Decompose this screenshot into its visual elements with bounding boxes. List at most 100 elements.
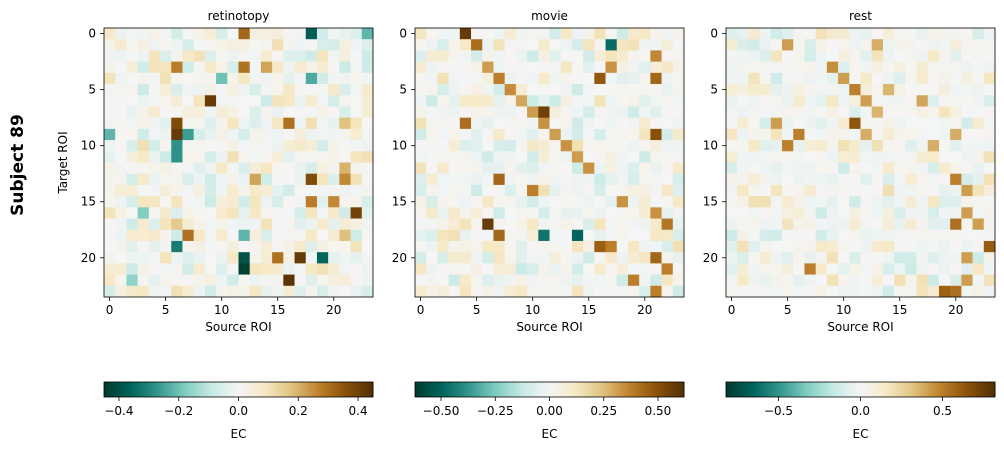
colorbar-segment (594, 382, 597, 397)
heatmap-cell (549, 128, 562, 141)
heatmap-cell (350, 263, 363, 275)
heatmap-cell (104, 207, 116, 219)
heatmap-cell (938, 84, 951, 96)
heatmap-cell (672, 173, 685, 186)
heatmap-cell (193, 39, 206, 51)
heatmap-cell (583, 229, 595, 242)
heatmap-cell (426, 252, 438, 264)
heatmap-cell (437, 128, 449, 141)
heatmap-cell (594, 229, 606, 242)
heatmap-cell (726, 95, 738, 107)
heatmap-cell (126, 285, 138, 298)
heatmap-cell (448, 151, 461, 163)
heatmap-cell (571, 72, 584, 85)
colorbar-segment (269, 382, 273, 397)
heatmap-cell (815, 218, 828, 231)
heatmap-cell (459, 218, 472, 231)
heatmap-cell (482, 106, 494, 119)
heatmap-cell (415, 162, 427, 175)
colorbar-segment (945, 382, 949, 397)
heatmap-cell (905, 240, 917, 253)
heatmap-cell (583, 263, 595, 275)
heatmap-cell (650, 140, 662, 152)
heatmap-cell (983, 184, 996, 197)
colorbar-segment (238, 382, 242, 397)
heatmap-cell (860, 252, 873, 264)
x-tick-label: 5 (473, 303, 481, 317)
colorbar-segment (251, 382, 255, 397)
colorbar-segment (533, 382, 537, 397)
heatmap-cell (182, 128, 195, 141)
heatmap-cell (882, 207, 895, 219)
heatmap-cell (916, 128, 929, 141)
heatmap-cell (639, 72, 651, 85)
heatmap-cell (104, 240, 116, 253)
heatmap-cell (426, 84, 438, 96)
heatmap-cell (350, 50, 363, 62)
heatmap-cell (527, 39, 539, 51)
heatmap-cell (838, 61, 850, 74)
heatmap-cell (639, 106, 651, 119)
heatmap-cell (515, 173, 528, 186)
heatmap-cell (482, 84, 494, 96)
heatmap-cell (972, 72, 985, 85)
heatmap-cell (759, 240, 772, 253)
heatmap-cell (482, 218, 494, 231)
heatmap-cell (294, 106, 307, 119)
heatmap-cell (137, 263, 150, 275)
heatmap-cell (328, 274, 340, 287)
heatmap-cell (894, 162, 906, 175)
heatmap-cell (448, 240, 461, 253)
heatmap-cell (361, 207, 374, 219)
heatmap-cell (782, 173, 794, 186)
colorbar-segment (256, 382, 260, 397)
heatmap-cell (961, 106, 973, 119)
heatmap-cell (759, 50, 772, 62)
heatmap-cell (328, 72, 340, 85)
heatmap-cell (171, 173, 183, 186)
colorbar-segment (524, 382, 528, 397)
heatmap-cell (305, 274, 318, 287)
heatmap-cell (238, 274, 251, 287)
heatmap-cell (350, 95, 363, 107)
heatmap-cell (160, 218, 172, 231)
heatmap-cell (260, 39, 273, 51)
heatmap-cell (249, 274, 262, 287)
heatmap-cell (627, 252, 640, 264)
heatmap-cell (182, 95, 195, 107)
heatmap-cell (815, 128, 828, 141)
colorbar-segment (421, 382, 425, 397)
colorbar-segment (627, 382, 631, 397)
heatmap-cell (272, 72, 284, 85)
heatmap-cell (272, 207, 284, 219)
colorbar-segment (562, 382, 566, 397)
heatmap-cell (515, 274, 528, 287)
heatmap-cell (471, 61, 483, 74)
heatmap-cell (770, 162, 783, 175)
x-tick-label: 15 (270, 303, 285, 317)
heatmap-cell (916, 50, 929, 62)
heatmap-cell (782, 128, 794, 141)
colorbar-segment (323, 382, 327, 397)
heatmap-cell (227, 285, 239, 298)
colorbar-segment (242, 382, 246, 397)
heatmap-cell (927, 162, 940, 175)
heatmap-cell (961, 240, 973, 253)
heatmap-cell (826, 218, 839, 231)
colorbar-segment (831, 382, 834, 397)
heatmap-cell (748, 285, 760, 298)
heatmap-cell (983, 274, 996, 287)
heatmap-cell (339, 240, 351, 253)
colorbar-segment (882, 382, 886, 397)
heatmap-cell (583, 84, 595, 96)
heatmap-cell (639, 61, 651, 74)
heatmap-cell (770, 196, 783, 208)
heatmap-cell (849, 162, 861, 175)
heatmap-cell (272, 61, 284, 74)
heatmap-cell (594, 196, 606, 208)
heatmap-cell (927, 95, 940, 107)
heatmap-cell (594, 61, 606, 74)
colorbar-segment (227, 382, 230, 397)
colorbar-segment (171, 382, 174, 397)
heatmap-cell (838, 162, 850, 175)
